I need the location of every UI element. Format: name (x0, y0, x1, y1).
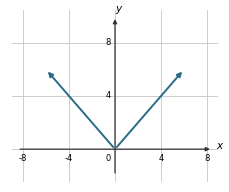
Text: 8: 8 (105, 38, 111, 47)
Text: 0: 0 (105, 154, 111, 163)
Text: 4: 4 (158, 154, 163, 163)
Text: x: x (215, 141, 221, 151)
Text: -8: -8 (19, 154, 27, 163)
Text: 8: 8 (203, 154, 209, 163)
Text: -4: -4 (65, 154, 73, 163)
Text: y: y (114, 4, 120, 14)
Text: 4: 4 (105, 92, 111, 100)
